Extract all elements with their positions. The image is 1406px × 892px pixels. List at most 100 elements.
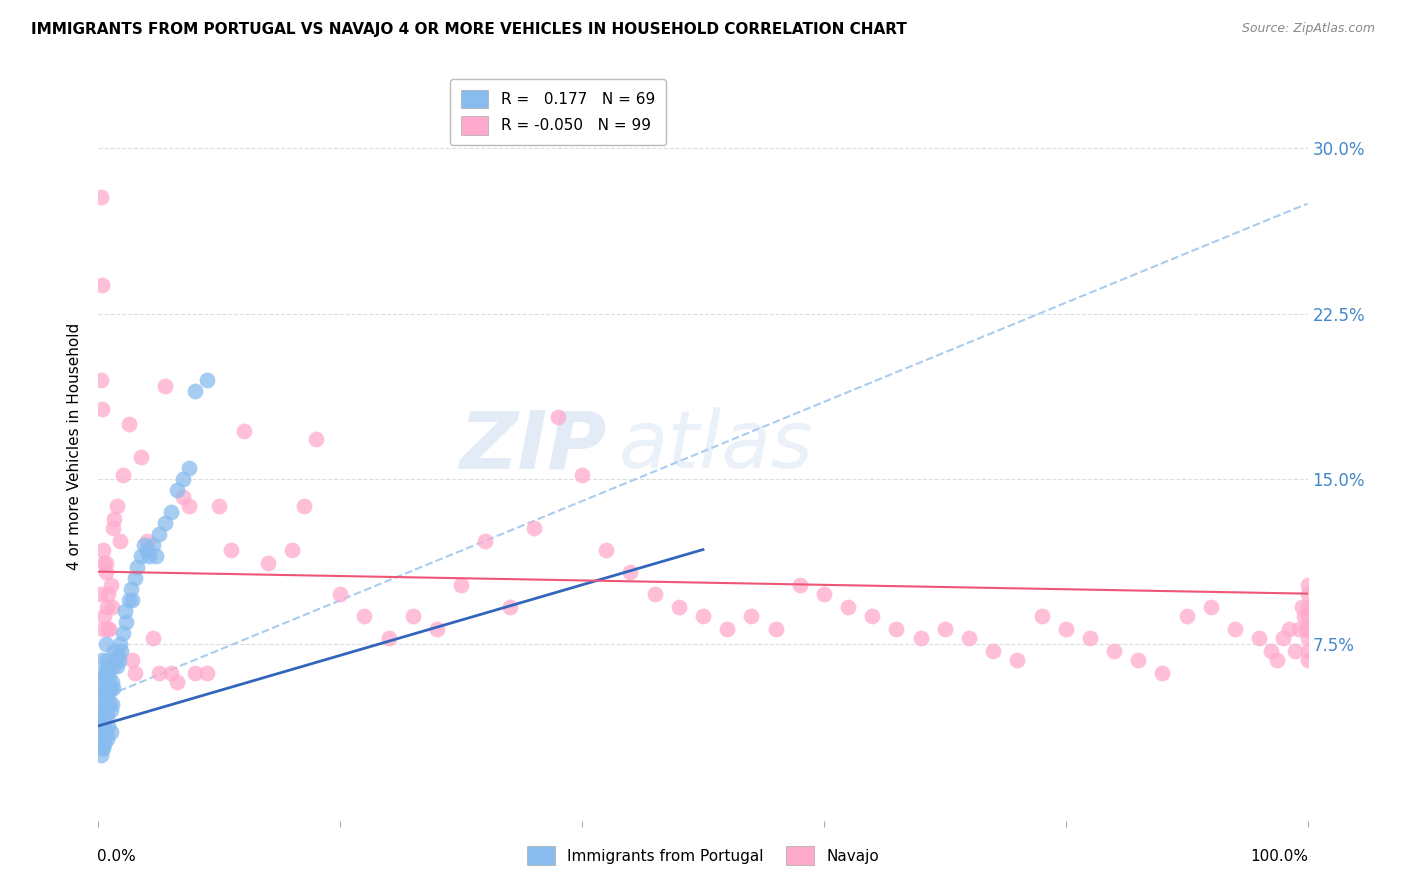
Y-axis label: 4 or more Vehicles in Household: 4 or more Vehicles in Household bbox=[67, 322, 83, 570]
Point bbox=[179, 499, 201, 513]
Point bbox=[108, 637, 131, 651]
Point bbox=[127, 560, 149, 574]
Point bbox=[148, 665, 170, 680]
Point bbox=[1267, 653, 1289, 667]
Point bbox=[813, 587, 835, 601]
Point bbox=[1199, 599, 1222, 614]
Point bbox=[100, 697, 122, 711]
Point bbox=[90, 732, 112, 747]
Point bbox=[91, 697, 114, 711]
Point bbox=[142, 538, 165, 552]
Point bbox=[97, 719, 120, 733]
Point bbox=[118, 417, 141, 431]
Point bbox=[96, 681, 118, 696]
Point bbox=[89, 587, 111, 601]
Point bbox=[148, 527, 170, 541]
Point bbox=[91, 622, 114, 636]
Point bbox=[329, 587, 352, 601]
Point bbox=[1296, 653, 1319, 667]
Point bbox=[1031, 608, 1053, 623]
Point bbox=[96, 732, 118, 747]
Point bbox=[450, 578, 472, 592]
Point bbox=[97, 659, 120, 673]
Text: Source: ZipAtlas.com: Source: ZipAtlas.com bbox=[1241, 22, 1375, 36]
Point bbox=[96, 710, 118, 724]
Point bbox=[256, 556, 278, 570]
Point bbox=[1152, 665, 1174, 680]
Point bbox=[94, 706, 117, 720]
Point bbox=[1175, 608, 1198, 623]
Point bbox=[94, 665, 117, 680]
Point bbox=[1272, 631, 1295, 645]
Point bbox=[153, 516, 176, 530]
Point bbox=[111, 626, 134, 640]
Point bbox=[94, 728, 117, 742]
Point bbox=[103, 512, 125, 526]
Point bbox=[93, 692, 115, 706]
Point bbox=[98, 697, 121, 711]
Point bbox=[91, 740, 114, 755]
Point bbox=[97, 622, 120, 636]
Point bbox=[1278, 622, 1301, 636]
Point bbox=[93, 723, 115, 738]
Point bbox=[981, 644, 1004, 658]
Point bbox=[1291, 599, 1313, 614]
Point bbox=[103, 644, 125, 658]
Point bbox=[305, 433, 328, 447]
Point bbox=[114, 604, 136, 618]
Point bbox=[94, 637, 117, 651]
Point bbox=[98, 622, 121, 636]
Point bbox=[91, 719, 114, 733]
Point bbox=[90, 710, 112, 724]
Point bbox=[644, 587, 666, 601]
Point bbox=[195, 665, 218, 680]
Point bbox=[134, 538, 156, 552]
Text: atlas: atlas bbox=[619, 407, 813, 485]
Point bbox=[111, 467, 134, 482]
Point bbox=[1296, 644, 1319, 658]
Point bbox=[91, 665, 114, 680]
Point bbox=[281, 542, 304, 557]
Point bbox=[120, 582, 142, 597]
Point bbox=[124, 571, 146, 585]
Point bbox=[101, 659, 124, 673]
Point bbox=[172, 490, 194, 504]
Point bbox=[94, 556, 117, 570]
Point bbox=[1007, 653, 1029, 667]
Point bbox=[1054, 622, 1077, 636]
Point bbox=[1223, 622, 1246, 636]
Point bbox=[789, 578, 811, 592]
Point bbox=[160, 665, 183, 680]
Point bbox=[179, 461, 201, 475]
Point bbox=[93, 710, 115, 724]
Point bbox=[135, 533, 157, 548]
Point bbox=[108, 533, 131, 548]
Point bbox=[129, 549, 152, 564]
Point bbox=[1296, 578, 1319, 592]
Point bbox=[1128, 653, 1150, 667]
Point bbox=[1249, 631, 1271, 645]
Point bbox=[1295, 622, 1317, 636]
Point bbox=[1296, 599, 1319, 614]
Point bbox=[153, 379, 176, 393]
Point bbox=[91, 278, 114, 293]
Point bbox=[145, 549, 167, 564]
Point bbox=[91, 542, 114, 557]
Point bbox=[91, 714, 114, 729]
Point bbox=[91, 653, 114, 667]
Point bbox=[765, 622, 787, 636]
Point bbox=[142, 631, 165, 645]
Point bbox=[100, 674, 122, 689]
Point bbox=[1288, 622, 1310, 636]
Point bbox=[377, 631, 399, 645]
Point bbox=[105, 659, 128, 673]
Point bbox=[547, 410, 569, 425]
Point bbox=[104, 653, 127, 667]
Point bbox=[934, 622, 956, 636]
Point bbox=[129, 450, 152, 464]
Point bbox=[1102, 644, 1125, 658]
Point bbox=[523, 520, 546, 534]
Point bbox=[100, 703, 122, 717]
Point bbox=[668, 599, 690, 614]
Point bbox=[94, 688, 117, 702]
